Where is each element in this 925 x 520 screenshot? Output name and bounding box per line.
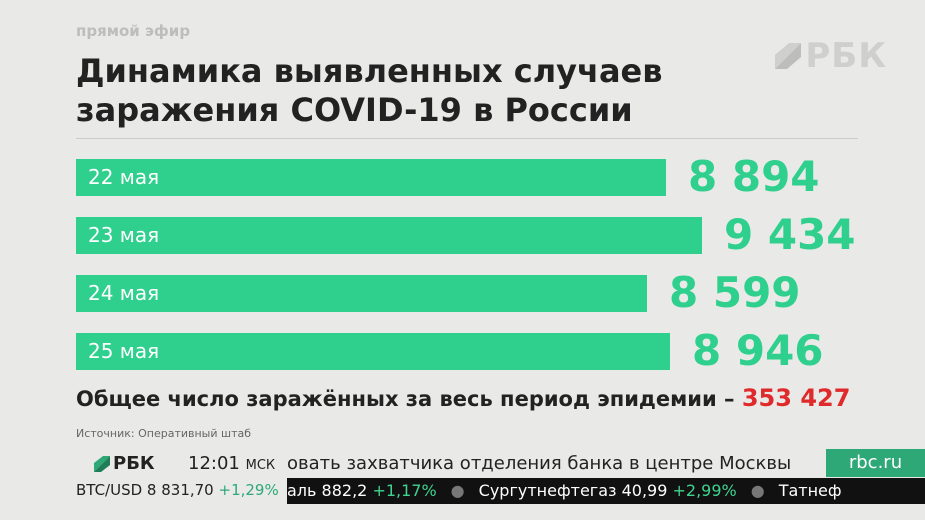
ticker-news: овать захватчика отделения банка в центр…: [287, 453, 792, 474]
bar-value-label: 9 434: [724, 210, 856, 259]
btc-quote: BTC/USD 8 831,70 +1,29%: [76, 481, 279, 499]
ticker-time: 12:01 МСК: [188, 453, 275, 474]
quote-change: +1,17%: [372, 481, 437, 500]
bar-category-label: 22 мая: [88, 165, 160, 189]
quote-change: +2,99%: [672, 481, 737, 500]
chart-title: Динамика выявленных случаев заражения CO…: [76, 52, 716, 130]
bar-chart: 22 мая 8 894 23 мая 9 434 24 мая 8 599 25 мая 8…: [76, 152, 856, 375]
ticker-timezone: МСК: [245, 458, 276, 473]
bar-category-label: 23 мая: [88, 223, 160, 247]
bar-category-label: 25 мая: [88, 339, 160, 363]
ticker-logo-text: РБК: [113, 453, 155, 474]
btc-label: BTC/USD 8 831,70: [76, 481, 214, 499]
quote-separator: ●: [450, 481, 465, 500]
quote-item: Татнеф: [779, 478, 842, 504]
bar: [76, 333, 670, 370]
total-cases-value: 353 427: [741, 384, 851, 412]
quote-name: Сургутнефтегаз 40,99: [478, 481, 673, 500]
ticker-bar: [0, 449, 925, 479]
bar-value-label: 8 894: [688, 152, 820, 201]
title-line-1: Динамика выявленных случаев: [76, 52, 663, 90]
rbc-logo: РБК: [775, 36, 887, 76]
quotes-ticker: аль 882,2 +1,17% ● Сургутнефтегаз 40,99 +2…: [287, 478, 925, 504]
quote-item: аль 882,2 +1,17%: [287, 478, 437, 504]
bar-category-label: 24 мая: [88, 281, 160, 305]
quote-name: Татнеф: [778, 481, 842, 500]
quote-item: Сургутнефтегаз 40,99 +2,99%: [479, 478, 737, 504]
title-divider: [76, 138, 858, 139]
ticker-time-value: 12:01: [188, 453, 240, 474]
ticker-logo: РБК: [94, 453, 155, 474]
ticker-logo-icon: [94, 455, 110, 472]
logo-text: РБК: [805, 36, 887, 76]
bar-value-label: 8 946: [692, 326, 824, 375]
rbc-logo-icon: [775, 43, 802, 69]
ticker-site: rbc.ru: [826, 449, 925, 477]
bar: [76, 217, 702, 254]
source-note: Источник: Оперативный штаб: [76, 427, 252, 440]
bar-value-label: 8 599: [669, 268, 801, 317]
live-label: прямой эфир: [76, 22, 191, 40]
total-cases-label: Общее число заражённых за весь период эп…: [76, 387, 735, 411]
quote-separator: ●: [750, 481, 765, 500]
bar: [76, 275, 647, 312]
btc-change: +1,29%: [218, 481, 279, 499]
quote-name: аль 882,2: [287, 481, 373, 500]
bar: [76, 159, 666, 196]
total-cases: Общее число заражённых за весь период эп…: [76, 384, 850, 412]
title-line-2: заражения COVID-19 в России: [76, 91, 633, 129]
